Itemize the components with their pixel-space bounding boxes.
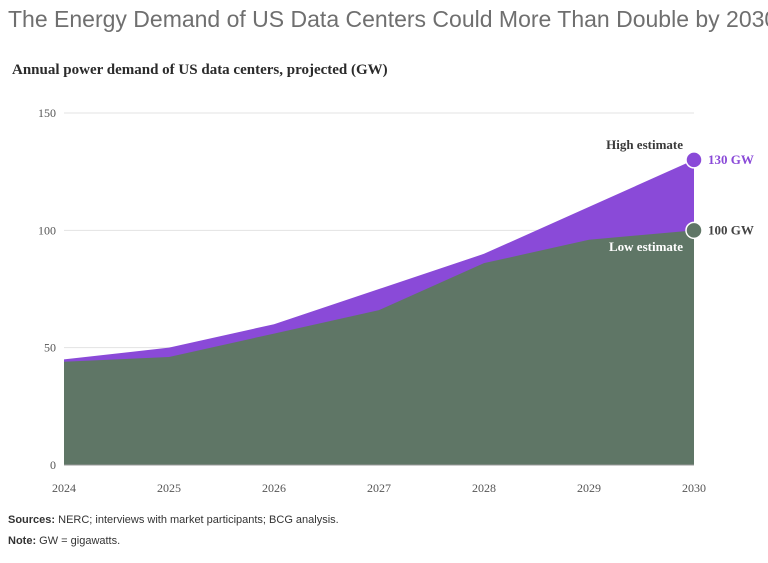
x-tick-label-2026: 2026 bbox=[262, 481, 286, 495]
low-estimate-end-marker bbox=[685, 221, 703, 240]
x-tick-label-2030: 2030 bbox=[682, 481, 706, 495]
high-estimate-end-marker bbox=[685, 151, 703, 169]
low-estimate-series-label: Low estimate bbox=[609, 239, 683, 254]
area-chart: 0 50 100 150 2024 2025 2026 2027 2028 2029 2030 130… bbox=[38, 106, 754, 495]
y-tick-label-0: 0 bbox=[50, 458, 56, 472]
note-text: GW = gigawatts. bbox=[39, 535, 121, 547]
sources-note: Sources: NERC; interviews with market pa… bbox=[8, 514, 339, 526]
x-tick-label-2029: 2029 bbox=[577, 481, 601, 495]
sources-label: Sources: bbox=[8, 514, 56, 526]
y-tick-label-50: 50 bbox=[44, 341, 56, 355]
y-tick-label-150: 150 bbox=[38, 106, 56, 120]
gw-note: Note: GW = gigawatts. bbox=[8, 535, 120, 547]
note-label: Note: bbox=[8, 535, 37, 547]
chart-subtitle: Annual power demand of US data centers, … bbox=[12, 62, 388, 78]
y-tick-label-100: 100 bbox=[38, 223, 56, 237]
page-title: The Energy Demand of US Data Centers Cou… bbox=[8, 6, 768, 32]
x-tick-label-2028: 2028 bbox=[472, 481, 496, 495]
sources-text: NERC; interviews with market participant… bbox=[58, 514, 339, 526]
low-estimate-end-label: 100 GW bbox=[708, 222, 754, 237]
x-tick-label-2027: 2027 bbox=[367, 481, 391, 495]
high-estimate-series-label: High estimate bbox=[606, 137, 683, 152]
low-estimate-area bbox=[64, 230, 694, 465]
high-estimate-end-label: 130 GW bbox=[708, 152, 754, 167]
x-tick-label-2025: 2025 bbox=[157, 481, 181, 495]
x-tick-label-2024: 2024 bbox=[52, 481, 76, 495]
